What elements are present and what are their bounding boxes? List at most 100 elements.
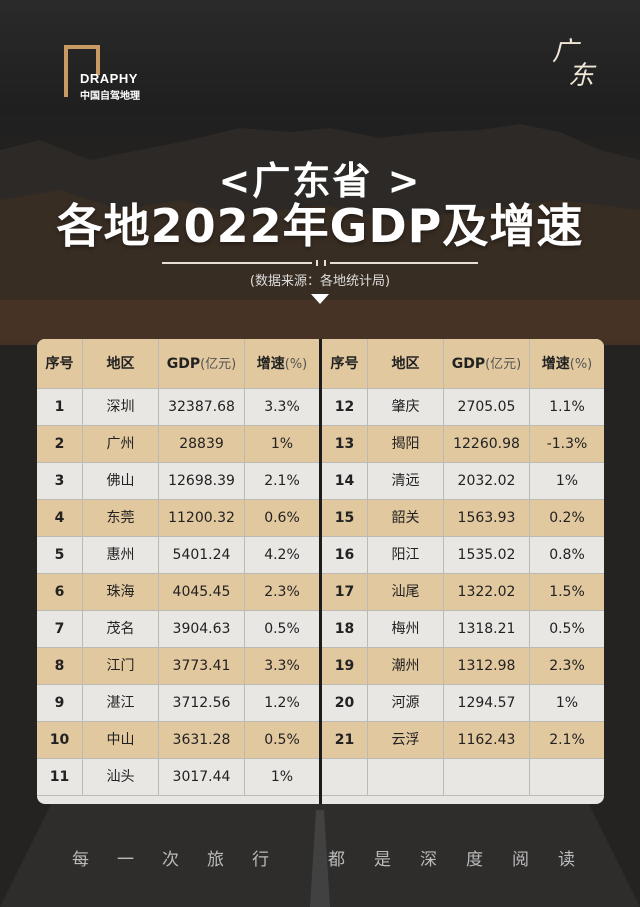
cell-region: 肇庆 — [368, 389, 444, 426]
table-header-row: 序号 地区 GDP(亿元) 增速(%) — [37, 339, 319, 389]
cell-region: 湛江 — [83, 685, 159, 722]
cell-index: 19 — [322, 648, 368, 685]
table-row: 13 揭阳 12260.98 -1.3% — [322, 426, 604, 463]
cell-growth: 2.1% — [245, 463, 319, 500]
cell-region: 清远 — [368, 463, 444, 500]
footer-char: 旅 — [207, 850, 224, 870]
header-growth-label: 增速 — [541, 356, 570, 372]
cell-index: 12 — [322, 389, 368, 426]
cell-growth: 0.5% — [245, 611, 319, 648]
header-region-label: 地区 — [106, 356, 135, 372]
cell-region: 云浮 — [368, 722, 444, 759]
cell-index — [322, 759, 368, 796]
cell-index: 3 — [37, 463, 83, 500]
cell-gdp: 11200.32 — [159, 500, 245, 537]
gdp-table: 序号 地区 GDP(亿元) 增速(%) 1 深圳 32387.68 3.3% 2 广州 28839 1… — [37, 339, 604, 804]
cell-region: 汕头 — [83, 759, 159, 796]
cell-region: 广州 — [83, 426, 159, 463]
cell-index: 16 — [322, 537, 368, 574]
header-index-label: 序号 — [45, 356, 74, 372]
cell-index: 14 — [322, 463, 368, 500]
cell-gdp: 4045.45 — [159, 574, 245, 611]
down-arrow-icon — [311, 294, 329, 304]
data-source-note: (数据来源：各地统计局) — [249, 274, 391, 289]
cell-index: 18 — [322, 611, 368, 648]
table-row: 21 云浮 1162.43 2.1% — [322, 722, 604, 759]
footer-char: 次 — [162, 850, 179, 870]
cell-gdp: 5401.24 — [159, 537, 245, 574]
cell-region: 汕尾 — [368, 574, 444, 611]
cell-growth: 0.5% — [245, 722, 319, 759]
table-row: 18 梅州 1318.21 0.5% — [322, 611, 604, 648]
cell-region: 东莞 — [83, 500, 159, 537]
cell-region: 珠海 — [83, 574, 159, 611]
cell-index: 17 — [322, 574, 368, 611]
cell-gdp: 1162.43 — [444, 722, 530, 759]
title-province: <广东省 > — [218, 159, 422, 203]
header-region: 地区 — [368, 339, 444, 389]
cell-gdp: 3017.44 — [159, 759, 245, 796]
header-growth-unit: (%) — [284, 357, 308, 372]
table-row: 11 汕头 3017.44 1% — [37, 759, 319, 796]
footer-char: 是 — [374, 850, 391, 870]
header-growth: 增速(%) — [245, 339, 319, 389]
header-gdp-unit: (亿元) — [485, 357, 522, 372]
footer-char: 阅 — [512, 850, 529, 870]
cell-growth: -1.3% — [530, 426, 604, 463]
footer-char: 度 — [466, 850, 483, 870]
table-divider — [319, 339, 322, 804]
cell-growth — [530, 759, 604, 796]
cell-region: 江门 — [83, 648, 159, 685]
title-rule-left — [162, 262, 312, 264]
corner-mark-char-2: 东 — [568, 61, 595, 91]
cell-gdp: 1312.98 — [444, 648, 530, 685]
cell-gdp: 3904.63 — [159, 611, 245, 648]
table-row: 14 清远 2032.02 1% — [322, 463, 604, 500]
cell-region: 茂名 — [83, 611, 159, 648]
table-row-empty — [322, 759, 604, 796]
cell-gdp: 12260.98 — [444, 426, 530, 463]
title-rule-ornament — [316, 260, 326, 266]
table-row: 16 阳江 1535.02 0.8% — [322, 537, 604, 574]
cell-index: 10 — [37, 722, 83, 759]
brand-name: DRAPHY — [80, 71, 138, 86]
header-gdp-label: GDP — [166, 356, 201, 372]
footer-char: 行 — [252, 850, 269, 870]
header-growth-label: 增速 — [256, 356, 285, 372]
table-row: 8 江门 3773.41 3.3% — [37, 648, 319, 685]
cell-index: 15 — [322, 500, 368, 537]
gdp-table-right: 序号 地区 GDP(亿元) 增速(%) 12 肇庆 2705.05 1.1% 13 揭阳 12260… — [322, 339, 604, 804]
cell-index: 4 — [37, 500, 83, 537]
page-title: 各地2022年GDP及增速 — [56, 199, 584, 253]
gdp-table-left: 序号 地区 GDP(亿元) 增速(%) 1 深圳 32387.68 3.3% 2 广州 28839 1… — [37, 339, 319, 804]
cell-gdp: 1322.02 — [444, 574, 530, 611]
cell-index: 8 — [37, 648, 83, 685]
title-rule-right — [330, 262, 478, 264]
cell-region: 中山 — [83, 722, 159, 759]
table-row: 9 湛江 3712.56 1.2% — [37, 685, 319, 722]
table-row: 3 佛山 12698.39 2.1% — [37, 463, 319, 500]
cell-index: 5 — [37, 537, 83, 574]
cell-gdp — [444, 759, 530, 796]
cell-gdp: 3773.41 — [159, 648, 245, 685]
footer-char: 每 — [72, 850, 89, 870]
cell-gdp: 2705.05 — [444, 389, 530, 426]
cell-index: 6 — [37, 574, 83, 611]
cell-gdp: 32387.68 — [159, 389, 245, 426]
header-gdp-unit: (亿元) — [200, 357, 237, 372]
cell-gdp: 1294.57 — [444, 685, 530, 722]
cell-growth: 1.5% — [530, 574, 604, 611]
cell-gdp: 2032.02 — [444, 463, 530, 500]
cell-growth: 2.3% — [530, 648, 604, 685]
table-header-row: 序号 地区 GDP(亿元) 增速(%) — [322, 339, 604, 389]
cell-index: 20 — [322, 685, 368, 722]
cell-region — [368, 759, 444, 796]
logo-frame-accent — [90, 45, 100, 75]
cell-gdp: 1535.02 — [444, 537, 530, 574]
cell-growth: 2.1% — [530, 722, 604, 759]
cell-index: 2 — [37, 426, 83, 463]
cell-region: 河源 — [368, 685, 444, 722]
cell-growth: 1% — [245, 759, 319, 796]
cell-gdp: 1563.93 — [444, 500, 530, 537]
header-gdp: GDP(亿元) — [159, 339, 245, 389]
